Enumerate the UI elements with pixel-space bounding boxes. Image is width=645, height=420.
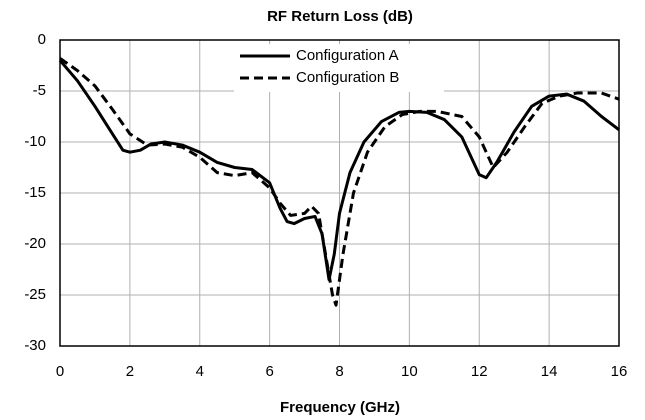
x-tick-label: 14 — [541, 363, 558, 380]
y-tick-label: -5 — [33, 82, 46, 99]
x-tick-label: 16 — [611, 363, 628, 380]
x-tick-label: 2 — [126, 363, 134, 380]
x-tick-label: 0 — [56, 363, 64, 380]
x-tick-label: 4 — [196, 363, 204, 380]
y-tick-label: -25 — [24, 286, 46, 303]
y-tick-label: -15 — [24, 184, 46, 201]
legend-label: Configuration B — [296, 69, 399, 86]
y-tick-label: -10 — [24, 133, 46, 150]
legend-label: Configuration A — [296, 47, 399, 64]
x-tick-label: 10 — [401, 363, 418, 380]
data-line — [59, 57, 620, 307]
x-tick-label: 8 — [335, 363, 343, 380]
x-tick-label: 12 — [471, 363, 488, 380]
legend: Configuration A Configuration B — [234, 44, 444, 92]
x-axis-label: Frequency (GHz) — [280, 399, 400, 416]
plot-frame — [59, 39, 620, 347]
y-tick-label: -30 — [24, 337, 46, 354]
y-tick-label: 0 — [38, 31, 46, 48]
legend-box — [234, 44, 444, 92]
chart-title: RF Return Loss (dB) — [267, 8, 413, 25]
y-tick-label: -20 — [24, 235, 46, 252]
x-tick-label: 6 — [265, 363, 273, 380]
